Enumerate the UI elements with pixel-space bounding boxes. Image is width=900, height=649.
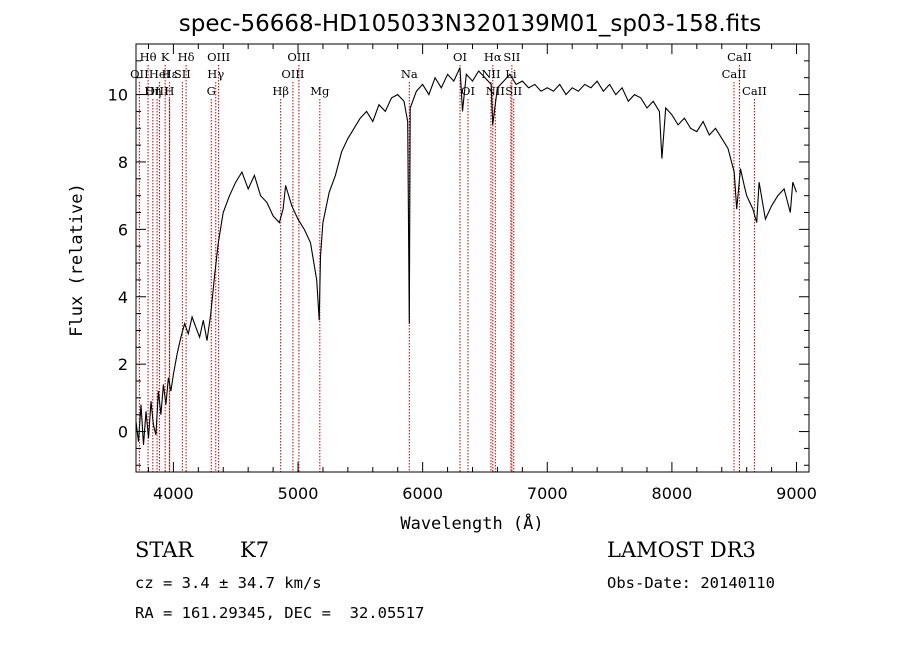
spectral-line-label: Li [505,67,517,81]
spectral-line-label: NII [486,84,505,98]
y-tick-label: 10 [108,86,128,105]
spectral-line-label: Hδ [178,50,195,64]
spectral-line-label: Hη [144,84,161,98]
redshift-readout: cz = 3.4 ± 34.7 km/s [135,574,322,592]
spectral-line-label: HeI [149,67,170,81]
ra-dec-readout: RA = 161.29345, DEC = 32.05517 [135,604,425,622]
y-tick-label: 4 [118,288,128,307]
x-tick-label: 5000 [278,484,319,503]
axis-tick-labels: 4000 5000 6000 7000 8000 9000 0 2 4 6 8 10 [108,86,817,503]
survey-name: LAMOST DR3 [607,538,756,562]
spectral-line-label: OII [130,67,149,81]
spectral-line-label: Hγ [207,67,224,81]
spectral-line-label: Hθ [140,50,157,64]
x-tick-label: 6000 [402,484,443,503]
spectral-line-label: Hε [162,67,178,81]
spectral-line-label: SII [505,84,522,98]
spectral-line-label: CaII [742,84,767,98]
spectral-line-label: H [164,84,174,98]
spectral-line-label: Hβ [272,84,289,98]
y-tick-label: 8 [118,153,128,172]
x-axis-label: Wavelength (Å) [400,512,543,534]
obs-date: Obs-Date: 20140110 [607,574,775,592]
plot-frame [135,43,810,473]
x-tick-label: 8000 [652,484,693,503]
spectral-line-label: SII [174,67,191,81]
y-tick-label: 0 [118,423,128,442]
spectral-line-label: CaII [727,50,752,64]
spectral-line-label: CaII [722,67,747,81]
x-tick-label: 9000 [776,484,817,503]
chart-title: spec-56668-HD105033N320139M01_sp03-158.f… [179,11,761,37]
spectral-line-label: OIII [287,50,310,64]
object-class: STAR [135,538,194,562]
spectral-line-label: Mg [310,84,330,98]
spectral-line-label: OIII [281,67,304,81]
spectral-line-label: OIII [146,84,169,98]
spectral-line-label: G [207,84,216,98]
x-tick-label: 4000 [153,484,194,503]
spectrum-series-line [135,67,798,446]
spectral-line-label: OI [461,84,475,98]
spectral-line-label: OIII [207,50,230,64]
spectral-line-label: OI [453,50,467,64]
spectral-line-markers [138,65,755,472]
y-axis-label: Flux (relative) [67,183,87,337]
axis-ticks [136,44,809,472]
spectral-line-label: SII [503,50,520,64]
spectral-line-label: Hα [484,50,502,64]
y-tick-label: 2 [118,355,128,374]
spectral-line-label: Na [401,67,418,81]
y-tick-label: 6 [118,220,128,239]
x-tick-label: 7000 [527,484,568,503]
spectral-line-label: NII [481,67,500,81]
object-subclass: K7 [240,538,270,562]
spectral-line-label: K [161,50,170,64]
